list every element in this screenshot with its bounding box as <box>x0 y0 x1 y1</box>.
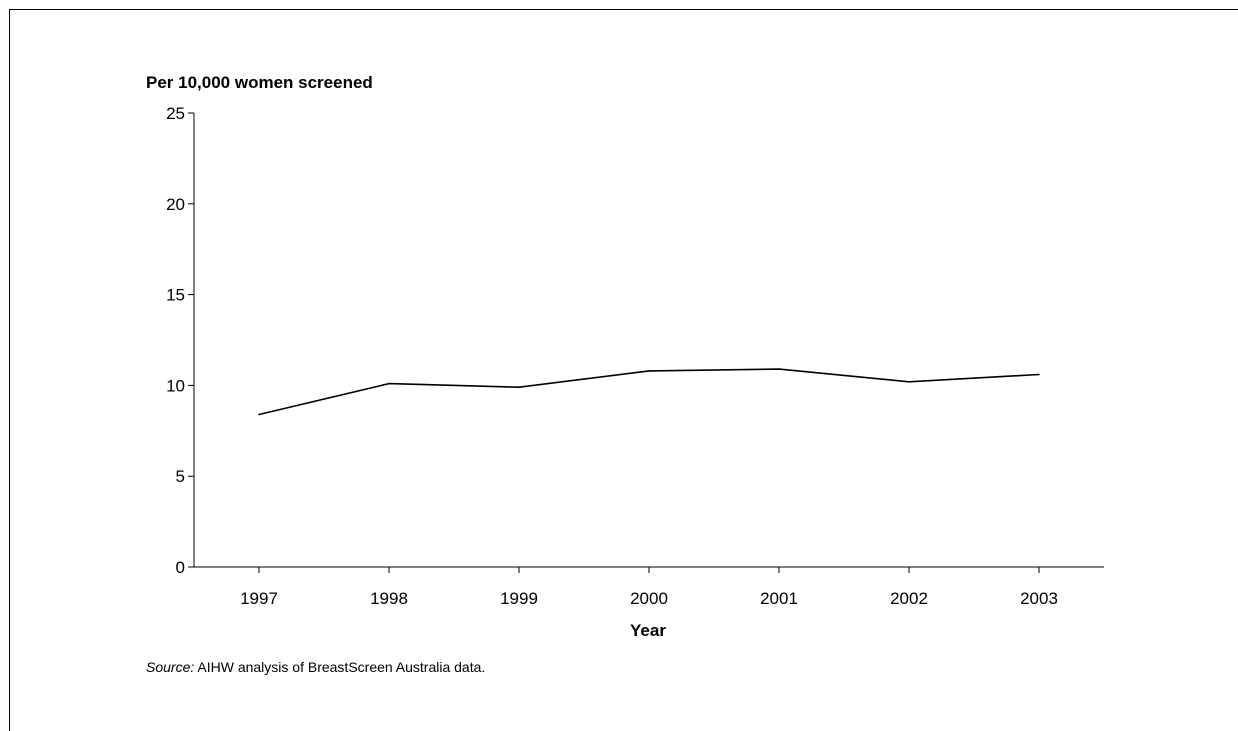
y-axis: 0 5 10 15 20 25 <box>166 104 195 577</box>
source-text: AIHW analysis of BreastScreen Australia … <box>197 659 486 675</box>
data-point <box>258 413 260 416</box>
y-tick-label: 5 <box>176 467 185 486</box>
x-axis-title: Year <box>630 621 666 640</box>
y-axis-title: Per 10,000 women screened <box>146 73 373 92</box>
data-point <box>388 382 390 385</box>
x-tick-label: 1999 <box>500 589 538 608</box>
data-point <box>1038 373 1040 376</box>
source-note: Source: AIHW analysis of BreastScreen Au… <box>146 659 485 675</box>
y-tick-label: 0 <box>176 558 185 577</box>
source-label: Source: <box>146 659 195 675</box>
data-point <box>518 386 520 389</box>
x-tick-label: 2002 <box>890 589 928 608</box>
data-point <box>778 368 780 370</box>
y-tick-label: 15 <box>166 286 185 305</box>
series-layer <box>258 368 1040 416</box>
x-axis: 1997 1998 1999 2000 2001 2002 2003 <box>194 566 1104 608</box>
series-line <box>258 368 1040 416</box>
data-point <box>908 381 910 383</box>
y-tick-label: 20 <box>166 195 185 214</box>
y-tick-label: 25 <box>166 104 185 123</box>
chart-frame <box>9 9 1238 731</box>
x-tick-label: 1997 <box>240 589 278 608</box>
y-tick-label: 10 <box>166 376 185 395</box>
data-point <box>648 370 650 372</box>
x-tick-label: 2003 <box>1020 589 1058 608</box>
x-tick-label: 1998 <box>370 589 408 608</box>
x-tick-label: 2000 <box>630 589 668 608</box>
x-tick-label: 2001 <box>760 589 798 608</box>
